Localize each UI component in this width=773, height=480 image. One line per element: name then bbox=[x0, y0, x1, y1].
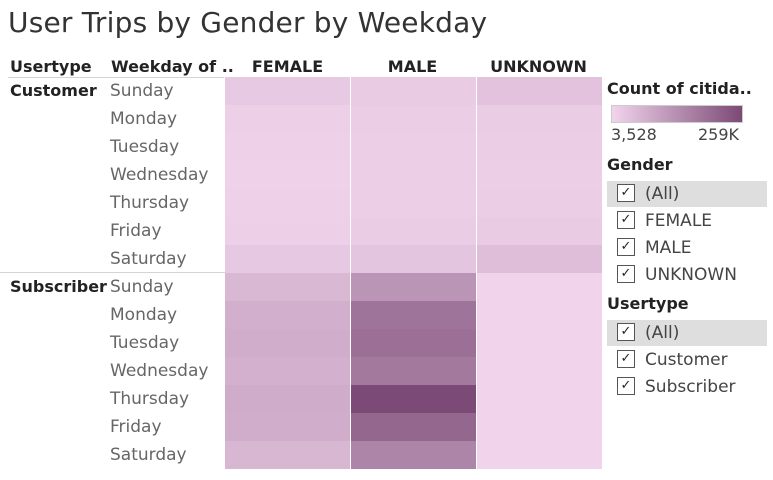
heatmap-cell-customer-friday-unknown[interactable] bbox=[477, 217, 602, 245]
weekday-label: Tuesday bbox=[110, 137, 180, 157]
heatmap-cell-subscriber-tuesday-unknown[interactable] bbox=[477, 329, 602, 357]
heatmap-cell-customer-tuesday-female[interactable] bbox=[225, 133, 350, 161]
heatmap-cell-subscriber-thursday-male[interactable] bbox=[351, 385, 476, 413]
usertype-label-customer: Customer bbox=[10, 81, 97, 100]
column-header-unknown[interactable]: UNKNOWN bbox=[490, 57, 587, 76]
checkbox-icon[interactable]: ✓ bbox=[617, 350, 635, 368]
heatmap-cell-customer-sunday-male[interactable] bbox=[351, 77, 476, 105]
header-divider bbox=[8, 77, 224, 78]
weekday-label: Saturday bbox=[110, 249, 187, 269]
color-legend-gradient bbox=[611, 105, 743, 123]
heatmap-cell-subscriber-sunday-unknown[interactable] bbox=[477, 273, 602, 301]
gender-filter-all[interactable]: ✓ (All) bbox=[607, 181, 767, 207]
group-divider bbox=[0, 272, 225, 273]
heatmap-cell-customer-monday-male[interactable] bbox=[351, 105, 476, 133]
usertype-filter-customer[interactable]: ✓ Customer bbox=[607, 347, 767, 373]
usertype-label-subscriber: Subscriber bbox=[10, 277, 107, 296]
checkbox-icon[interactable]: ✓ bbox=[617, 211, 635, 229]
color-legend-min: 3,528 bbox=[611, 125, 657, 144]
weekday-label: Monday bbox=[110, 109, 178, 129]
heatmap-cell-customer-friday-female[interactable] bbox=[225, 217, 350, 245]
heatmap-cell-customer-wednesday-female[interactable] bbox=[225, 161, 350, 189]
weekday-label: Tuesday bbox=[110, 333, 180, 353]
checkbox-icon[interactable]: ✓ bbox=[617, 184, 635, 202]
weekday-label: Thursday bbox=[110, 389, 190, 409]
gender-filter-title: Gender bbox=[607, 155, 673, 174]
weekday-label: Saturday bbox=[110, 445, 187, 465]
heatmap-cell-customer-monday-female[interactable] bbox=[225, 105, 350, 133]
weekday-label: Friday bbox=[110, 417, 162, 437]
checkbox-icon[interactable]: ✓ bbox=[617, 265, 635, 283]
heatmap-cell-customer-saturday-unknown[interactable] bbox=[477, 245, 602, 273]
heatmap-cell-customer-tuesday-unknown[interactable] bbox=[477, 133, 602, 161]
filter-label: FEMALE bbox=[645, 211, 713, 231]
heatmap-cell-subscriber-saturday-unknown[interactable] bbox=[477, 441, 602, 469]
heatmap-cell-subscriber-saturday-male[interactable] bbox=[351, 441, 476, 469]
heatmap-cell-subscriber-monday-male[interactable] bbox=[351, 301, 476, 329]
heatmap-cell-customer-thursday-female[interactable] bbox=[225, 189, 350, 217]
usertype-filter-title: Usertype bbox=[607, 294, 689, 313]
heatmap bbox=[225, 77, 602, 469]
checkbox-icon[interactable]: ✓ bbox=[617, 238, 635, 256]
heatmap-cell-customer-thursday-unknown[interactable] bbox=[477, 189, 602, 217]
heatmap-cell-customer-tuesday-male[interactable] bbox=[351, 133, 476, 161]
filter-label: MALE bbox=[645, 238, 692, 258]
weekday-label: Friday bbox=[110, 221, 162, 241]
row-header-usertype: Usertype bbox=[10, 57, 92, 76]
heatmap-cell-customer-wednesday-unknown[interactable] bbox=[477, 161, 602, 189]
heatmap-cell-subscriber-monday-female[interactable] bbox=[225, 301, 350, 329]
gender-filter-unknown[interactable]: ✓ UNKNOWN bbox=[607, 262, 767, 288]
heatmap-cell-subscriber-sunday-male[interactable] bbox=[351, 273, 476, 301]
weekday-label: Monday bbox=[110, 305, 178, 325]
weekday-label: Sunday bbox=[110, 81, 174, 101]
color-legend-title[interactable]: Count of citida.. bbox=[607, 79, 752, 98]
heatmap-cell-customer-monday-unknown[interactable] bbox=[477, 105, 602, 133]
heatmap-cell-subscriber-saturday-female[interactable] bbox=[225, 441, 350, 469]
gender-filter-female[interactable]: ✓ FEMALE bbox=[607, 208, 767, 234]
weekday-label: Wednesday bbox=[110, 361, 209, 381]
heatmap-cell-subscriber-wednesday-unknown[interactable] bbox=[477, 357, 602, 385]
heatmap-cell-subscriber-friday-unknown[interactable] bbox=[477, 413, 602, 441]
heatmap-cell-customer-wednesday-male[interactable] bbox=[351, 161, 476, 189]
heatmap-cell-customer-saturday-male[interactable] bbox=[351, 245, 476, 273]
filter-label: (All) bbox=[645, 323, 680, 343]
filter-label: UNKNOWN bbox=[645, 265, 737, 285]
color-legend-max: 259K bbox=[698, 125, 740, 144]
column-header-female[interactable]: FEMALE bbox=[251, 57, 324, 76]
column-header-male[interactable]: MALE bbox=[387, 57, 438, 76]
heatmap-cell-customer-saturday-female[interactable] bbox=[225, 245, 350, 273]
heatmap-cell-subscriber-friday-female[interactable] bbox=[225, 413, 350, 441]
weekday-label: Thursday bbox=[110, 193, 190, 213]
heatmap-cell-customer-sunday-female[interactable] bbox=[225, 77, 350, 105]
filter-label: Subscriber bbox=[645, 377, 736, 397]
checkbox-icon[interactable]: ✓ bbox=[617, 377, 635, 395]
filter-label: Customer bbox=[645, 350, 728, 370]
heatmap-cell-subscriber-friday-male[interactable] bbox=[351, 413, 476, 441]
heatmap-cell-subscriber-tuesday-male[interactable] bbox=[351, 329, 476, 357]
heatmap-cell-customer-friday-male[interactable] bbox=[351, 217, 476, 245]
heatmap-cell-subscriber-wednesday-female[interactable] bbox=[225, 357, 350, 385]
filter-label: (All) bbox=[645, 184, 680, 204]
heatmap-cell-subscriber-thursday-unknown[interactable] bbox=[477, 385, 602, 413]
usertype-filter-subscriber[interactable]: ✓ Subscriber bbox=[607, 374, 767, 400]
weekday-label: Sunday bbox=[110, 277, 174, 297]
heatmap-cell-subscriber-wednesday-male[interactable] bbox=[351, 357, 476, 385]
heatmap-cell-customer-thursday-male[interactable] bbox=[351, 189, 476, 217]
usertype-filter-all[interactable]: ✓ (All) bbox=[607, 320, 767, 346]
gender-filter-male[interactable]: ✓ MALE bbox=[607, 235, 767, 261]
heatmap-cell-customer-sunday-unknown[interactable] bbox=[477, 77, 602, 105]
heatmap-cell-subscriber-sunday-female[interactable] bbox=[225, 273, 350, 301]
row-header-weekday[interactable]: Weekday of .. bbox=[111, 57, 234, 76]
weekday-label: Wednesday bbox=[110, 165, 209, 185]
heatmap-cell-subscriber-thursday-female[interactable] bbox=[225, 385, 350, 413]
heatmap-cell-subscriber-monday-unknown[interactable] bbox=[477, 301, 602, 329]
page-title: User Trips by Gender by Weekday bbox=[8, 6, 488, 39]
heatmap-cell-subscriber-tuesday-female[interactable] bbox=[225, 329, 350, 357]
checkbox-icon[interactable]: ✓ bbox=[617, 323, 635, 341]
